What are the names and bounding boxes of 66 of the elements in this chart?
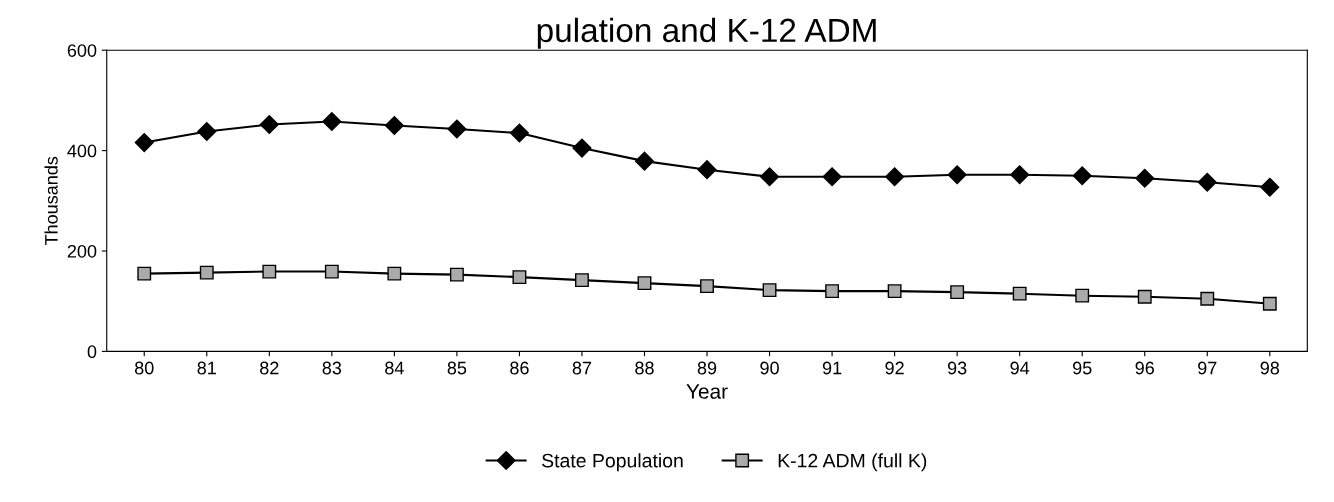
point xyxy=(134,133,154,153)
point xyxy=(1075,288,1090,303)
x-axis-title: Year xyxy=(686,384,728,399)
point xyxy=(1135,168,1155,188)
point xyxy=(1200,291,1215,306)
point xyxy=(384,115,404,136)
point xyxy=(947,165,967,185)
point xyxy=(762,283,777,298)
point xyxy=(449,267,464,282)
chart-title: pulation and K-12 ADM xyxy=(537,17,876,49)
x-tick-label: 84 xyxy=(385,361,404,375)
point xyxy=(1262,296,1277,311)
point xyxy=(634,151,655,171)
x-tick-label: 95 xyxy=(1073,361,1092,375)
x-tick-label: 80 xyxy=(134,361,154,375)
point xyxy=(509,123,529,143)
x-tick-label: 83 xyxy=(322,361,342,375)
x-tick-label: 88 xyxy=(635,361,654,375)
x-tick-label: 87 xyxy=(572,361,592,375)
x-tick-label: 98 xyxy=(1260,361,1280,375)
x-tick-label: 86 xyxy=(510,361,529,375)
point xyxy=(950,285,965,300)
point xyxy=(637,276,652,291)
x-tick-label: 92 xyxy=(885,361,904,375)
point xyxy=(262,264,277,279)
point xyxy=(197,121,217,142)
x-tick-label: 85 xyxy=(447,361,467,375)
point xyxy=(885,167,905,187)
x-tick-label: 90 xyxy=(760,361,779,375)
point xyxy=(259,114,279,135)
point xyxy=(1260,177,1280,197)
point xyxy=(700,279,714,294)
point xyxy=(822,167,842,187)
x-tick-label: 82 xyxy=(260,361,279,375)
x-tick-label: 89 xyxy=(697,361,717,375)
y-tick-label: 200 xyxy=(67,244,97,258)
x-tick-label: 96 xyxy=(1135,361,1154,375)
legend-label: State Population xyxy=(542,453,683,472)
point xyxy=(887,284,902,299)
point xyxy=(1010,165,1030,185)
point xyxy=(512,270,527,285)
point xyxy=(697,160,717,180)
point xyxy=(447,119,467,139)
x-tick-label: 94 xyxy=(1010,361,1030,375)
y-tick-label: 600 xyxy=(67,44,97,57)
point xyxy=(572,138,592,158)
x-tick-label: 93 xyxy=(947,361,967,375)
y-axis-title: Thousands xyxy=(44,156,58,246)
point xyxy=(575,273,589,288)
point xyxy=(760,167,780,187)
point xyxy=(322,111,342,132)
x-tick-label: 81 xyxy=(197,361,216,375)
legend-label: K-12 ADM (full K) xyxy=(778,453,927,472)
point xyxy=(1012,286,1027,301)
y-tick-label: 0 xyxy=(87,345,97,359)
point xyxy=(825,284,840,299)
x-tick-label: 91 xyxy=(822,361,842,375)
point xyxy=(1197,172,1217,192)
point xyxy=(324,264,339,279)
point xyxy=(137,266,152,281)
point xyxy=(199,265,214,280)
point xyxy=(387,266,402,281)
point xyxy=(1137,289,1152,304)
point xyxy=(1072,166,1092,186)
x-tick-label: 97 xyxy=(1198,361,1217,375)
y-tick-label: 400 xyxy=(67,144,97,158)
